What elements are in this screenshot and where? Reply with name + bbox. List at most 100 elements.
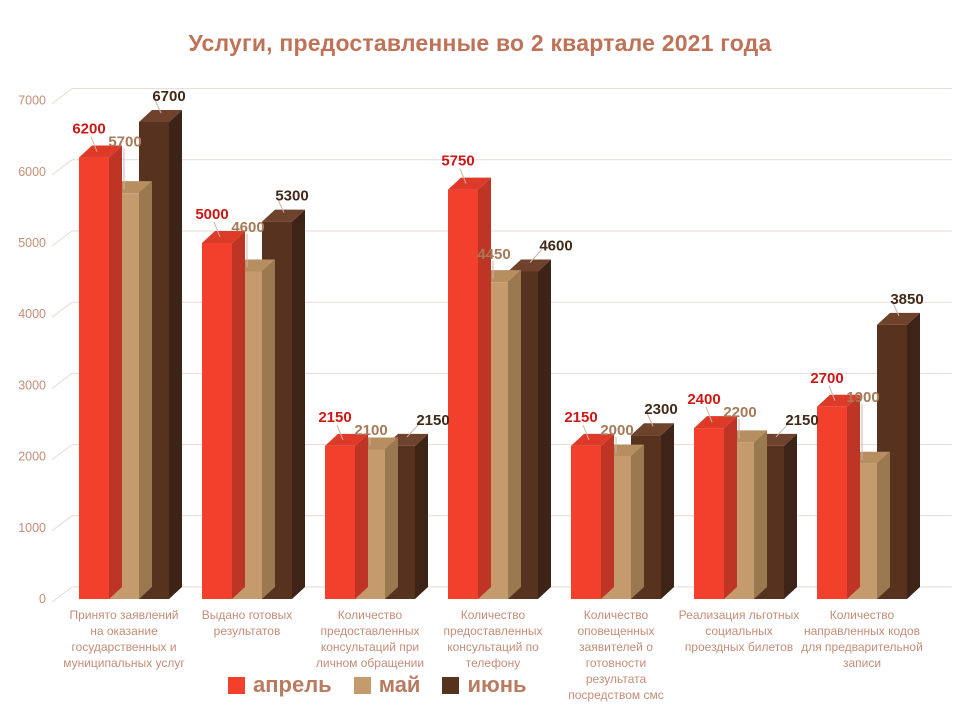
label-leader-line — [154, 99, 162, 114]
bar-value-label: 2300 — [644, 401, 677, 418]
y-tick-label: 1000 — [18, 521, 46, 535]
label-leader-line — [459, 168, 467, 184]
bar-side-апрель — [601, 433, 614, 599]
bar-value-label: 4450 — [477, 246, 510, 263]
label-leader-line — [277, 199, 285, 213]
legend-item-may: май — [353, 672, 421, 698]
bar-top-июнь — [262, 209, 305, 222]
bar-апрель-group-6 — [694, 428, 724, 599]
bar-side-июнь — [907, 312, 920, 599]
bar-top-июнь — [877, 312, 920, 325]
bar-side-апрель — [847, 394, 860, 599]
bar-value-label: 4600 — [231, 219, 264, 236]
bar-value-label: 2100 — [354, 422, 387, 439]
legend-swatch-april — [228, 676, 245, 694]
bar-side-апрель — [478, 177, 491, 599]
bar-value-label: 2150 — [318, 409, 351, 426]
y-tick-label: 3000 — [18, 378, 46, 392]
y-grid-depth-line — [51, 586, 73, 603]
bar-value-label: 2150 — [785, 412, 818, 429]
label-leader-line — [892, 302, 900, 317]
bar-side-май — [139, 181, 152, 599]
y-tick-label: 5000 — [18, 236, 46, 250]
label-leader-line — [213, 221, 221, 238]
legend-item-june: июнь — [442, 672, 527, 698]
label-leader-line — [406, 423, 420, 438]
bar-value-label: 2150 — [564, 409, 597, 426]
bar-top-июнь — [139, 109, 182, 122]
legend-label-april: апрель — [253, 672, 332, 697]
legend-item-april: апрель — [228, 672, 332, 698]
category-label-4: Количество предоставленных консультаций … — [443, 608, 543, 670]
bar-top-апрель — [202, 231, 245, 243]
bar-value-label: 5750 — [441, 153, 474, 170]
bar-апрель-group-5 — [571, 445, 601, 599]
label-leader-line — [529, 249, 543, 263]
bar-top-апрель — [571, 433, 614, 446]
bar-side-апрель — [724, 416, 737, 599]
legend-swatch-may — [353, 676, 371, 694]
y-grid-depth-line — [51, 444, 73, 461]
chart-title: Услуги, предоставленные во 2 квартале 20… — [188, 30, 772, 56]
y-grid-depth-line — [51, 230, 73, 247]
bar-value-label: 5700 — [108, 134, 141, 151]
legend-label-may: май — [378, 672, 421, 697]
label-leader-line — [775, 423, 789, 438]
bar-value-label: 2000 — [600, 422, 633, 439]
category-label-7: Количество направленных кодов для предва… — [801, 608, 923, 670]
bar-side-июнь — [415, 433, 428, 599]
bar-side-май — [385, 437, 398, 599]
category-label-3: Количество предоставленных консультаций … — [315, 608, 425, 670]
bar-side-июнь — [292, 209, 305, 599]
y-grid-depth-line — [51, 301, 73, 318]
category-label-2: Выдано готовых результатов — [201, 608, 293, 638]
bar-side-июнь — [784, 433, 797, 599]
label-leader-line — [705, 406, 713, 423]
y-tick-label: 7000 — [18, 94, 46, 108]
y-tick-label: 4000 — [18, 307, 46, 321]
bar-side-май — [754, 430, 767, 599]
bar-апрель-group-2 — [202, 243, 232, 599]
y-tick-label: 0 — [39, 592, 46, 606]
legend-swatch-june — [442, 676, 460, 694]
bar-top-апрель — [817, 394, 860, 407]
bar-value-label: 4600 — [539, 237, 572, 254]
bar-top-апрель — [325, 433, 368, 446]
bar-value-label: 2200 — [723, 404, 756, 421]
bar-side-май — [631, 444, 644, 599]
bar-side-июнь — [661, 423, 674, 599]
bar-апрель-group-7 — [817, 406, 847, 599]
bar-value-label: 2700 — [810, 370, 843, 387]
category-axis: Принято заявлений на оказание государств… — [0, 607, 960, 707]
bar-апрель-group-1 — [79, 157, 109, 599]
label-leader-line — [582, 424, 590, 441]
bar-value-label: 2400 — [687, 391, 720, 408]
y-grid-depth-line — [51, 515, 73, 532]
bar-side-май — [262, 259, 275, 599]
bar-апрель-group-4 — [448, 189, 478, 599]
bar-value-label: 1900 — [846, 389, 879, 406]
bar-side-июнь — [538, 259, 551, 599]
bar-side-май — [877, 451, 890, 599]
category-label-5: Количество оповещенных заявителей о гото… — [568, 608, 664, 702]
bar-side-апрель — [109, 145, 122, 599]
category-label-1: Принято заявлений на оказание государств… — [63, 608, 185, 670]
legend-label-june: июнь — [467, 672, 527, 697]
y-grid-depth-line — [51, 372, 73, 389]
bar-value-label: 3850 — [890, 291, 923, 308]
y-tick-label: 6000 — [18, 165, 46, 179]
label-leader-line — [646, 413, 654, 427]
label-leader-line — [828, 385, 836, 401]
label-leader-line — [336, 424, 344, 441]
bar-value-label: 5000 — [195, 206, 228, 223]
bar-апрель-group-3 — [325, 445, 355, 599]
y-tick-label: 2000 — [18, 450, 46, 464]
bar-value-label: 6700 — [152, 88, 185, 105]
bar-top-июнь — [508, 259, 551, 272]
y-grid-depth-line — [51, 159, 73, 176]
chart-legend: апрель май июнь — [228, 672, 527, 698]
bar-top-апрель — [448, 177, 491, 190]
bar-value-label: 6200 — [72, 121, 105, 138]
